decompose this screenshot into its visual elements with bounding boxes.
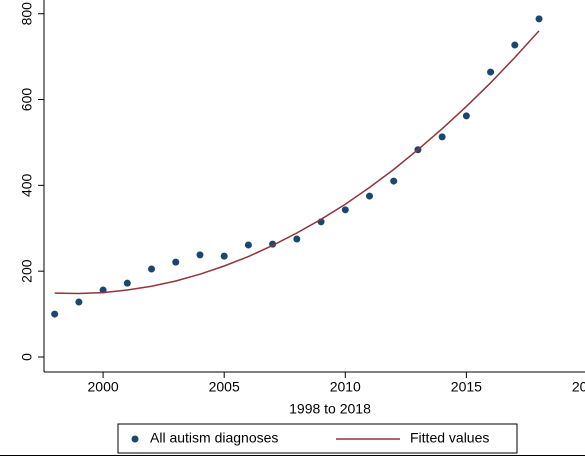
data-point (172, 258, 180, 266)
x-tick-label: 2015 (451, 379, 482, 395)
data-point (438, 133, 446, 141)
legend-label: All autism diagnoses (150, 430, 278, 446)
x-tick-label: 2005 (209, 379, 240, 395)
legend-marker (131, 435, 139, 443)
data-point (293, 235, 301, 243)
data-point (487, 68, 495, 76)
y-tick-label: 800 (19, 2, 35, 26)
legend-label: Fitted values (410, 430, 489, 446)
data-point (75, 298, 83, 306)
data-point (390, 177, 398, 185)
data-point (196, 251, 204, 259)
y-tick-label: 200 (19, 259, 35, 283)
data-point (220, 252, 228, 260)
data-point (511, 41, 519, 49)
y-tick-label: 600 (19, 88, 35, 112)
data-point (244, 241, 252, 249)
x-tick-label: 2020 (572, 379, 585, 395)
y-tick-label: 0 (19, 353, 35, 361)
data-point (535, 15, 543, 23)
data-point (341, 206, 349, 214)
data-point (148, 265, 156, 273)
x-axis-title: 1998 to 2018 (289, 401, 371, 417)
data-point (366, 192, 373, 200)
data-point (462, 112, 470, 120)
legend-box (117, 423, 518, 454)
y-tick-label: 400 (19, 173, 35, 197)
fitted-line (54, 30, 540, 295)
x-tick-label: 2010 (330, 379, 361, 395)
data-point (123, 279, 131, 287)
data-point (51, 310, 59, 318)
x-tick-label: 2000 (88, 379, 119, 395)
